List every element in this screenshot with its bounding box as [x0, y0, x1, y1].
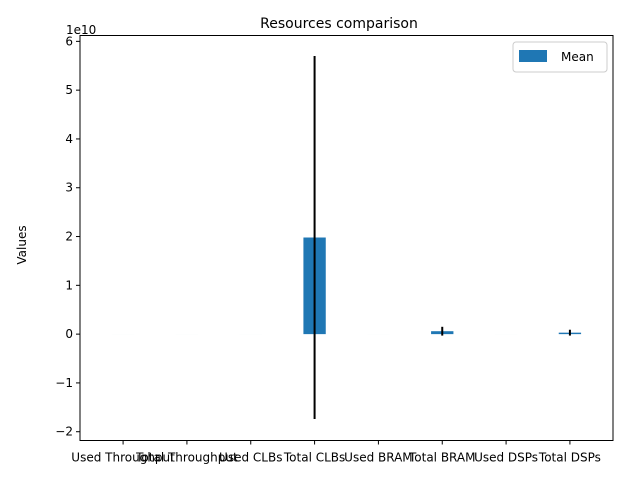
y-tick-label: 0 [65, 327, 73, 341]
y-tick-label: 4 [65, 132, 73, 146]
chart-title: Resources comparison [260, 16, 418, 32]
legend-swatch [519, 50, 547, 62]
x-tick-label: Total CLBs [283, 451, 345, 465]
x-tick-label: Used DSPs [474, 451, 538, 465]
x-tick-label: Total BRAM [408, 451, 476, 465]
plot-frame [79, 35, 614, 441]
y-tick-label: 5 [65, 83, 73, 97]
x-tick-label: Used BRAM [344, 451, 413, 465]
y-tick-label: 3 [65, 181, 73, 195]
y-tick-label: 2 [65, 230, 73, 244]
legend-box [512, 41, 608, 73]
y-offset-label: 1e10 [66, 23, 96, 37]
legend-label-mean: Mean [561, 50, 594, 64]
y-axis: −2 −1 0 1 2 3 4 5 6 [55, 34, 80, 439]
y-tick-label: −1 [55, 376, 73, 390]
y-tick-label: 1 [65, 278, 73, 292]
x-tick-label: Total DSPs [538, 451, 601, 465]
x-tick-label: Used CLBs [219, 451, 282, 465]
x-tick-label: Total Throughput [135, 451, 238, 465]
error-bars [313, 55, 571, 420]
y-tick-label: −2 [55, 425, 73, 439]
y-tick-label: 6 [65, 34, 73, 48]
y-axis-label: Values [15, 225, 29, 264]
bar-series-mean [111, 237, 582, 335]
x-tick-label: Used Throughput [71, 451, 175, 465]
legend: Mean [512, 41, 608, 73]
